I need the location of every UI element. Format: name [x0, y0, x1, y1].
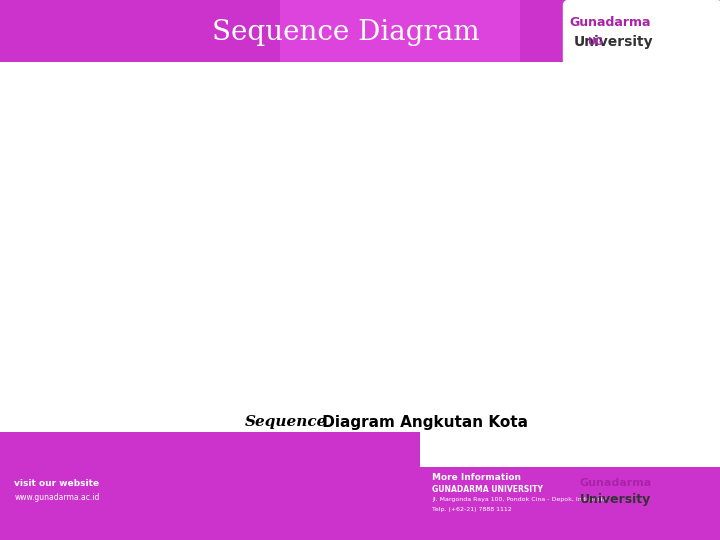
- Text: GUNADARMA UNIVERSITY: GUNADARMA UNIVERSITY: [432, 485, 543, 495]
- FancyBboxPatch shape: [315, 180, 325, 285]
- Text: 1 : Buka Aplikasi(): 1 : Buka Aplikasi(): [67, 140, 143, 149]
- Text: visit our website: visit our website: [14, 478, 99, 488]
- Text: 2 : Masuk(): 2 : Masuk(): [164, 156, 211, 165]
- FancyBboxPatch shape: [127, 82, 183, 104]
- Text: Gunadarma: Gunadarma: [570, 16, 651, 29]
- Text: :Trayek: :Trayek: [540, 89, 570, 98]
- Text: More Information: More Information: [432, 474, 521, 483]
- Text: 9 : Kembai Ke Menu(): 9 : Kembai Ke Menu(): [390, 293, 480, 302]
- Text: 7 : Kembali(): 7 : Kembali(): [361, 236, 414, 245]
- Text: Sequence: Sequence: [245, 415, 327, 429]
- FancyBboxPatch shape: [215, 165, 225, 320]
- Text: University: University: [574, 35, 654, 49]
- Text: 5 : Pilih Trayek(): 5 : Pilih Trayek(): [472, 200, 539, 209]
- Text: 6 : Kembali(): 6 : Kembali(): [478, 216, 532, 225]
- Text: :Menu: :Menu: [207, 89, 233, 98]
- FancyBboxPatch shape: [646, 270, 654, 310]
- Text: UG: UG: [587, 37, 603, 47]
- Text: :Cari Trayek Angkutan Kota: :Cari Trayek Angkutan Kota: [593, 89, 707, 98]
- FancyBboxPatch shape: [527, 82, 582, 104]
- Text: www.gunadarma.ac.id: www.gunadarma.ac.id: [14, 492, 100, 502]
- Text: 8 : Input Nama Daerah(): 8 : Input Nama Daerah(): [433, 258, 536, 267]
- Text: Diagram Angkutan Kota: Diagram Angkutan Kota: [317, 415, 528, 429]
- Text: 10 : Keluar(): 10 : Keluar(): [161, 318, 213, 327]
- Text: Jl. Margonda Raya 100, Pondok Cina - Depok, Indonesia: Jl. Margonda Raya 100, Pondok Cina - Dep…: [432, 497, 606, 503]
- FancyBboxPatch shape: [551, 208, 559, 230]
- FancyBboxPatch shape: [451, 195, 459, 255]
- FancyBboxPatch shape: [269, 82, 371, 104]
- Text: : User: : User: [41, 128, 69, 138]
- Text: Gunadarma: Gunadarma: [580, 478, 652, 488]
- Text: Telp. (+62-21) 7888 1112: Telp. (+62-21) 7888 1112: [432, 508, 512, 512]
- FancyBboxPatch shape: [560, 82, 720, 104]
- Text: 1 : Pilih Jenis Angkutan Kota(): 1 : Pilih Jenis Angkutan Kota(): [325, 186, 449, 195]
- Text: :Jenis Angkutan Kota: :Jenis Angkutan Kota: [412, 89, 498, 98]
- FancyBboxPatch shape: [192, 82, 248, 104]
- Circle shape: [46, 76, 64, 94]
- Text: :Launch: :Launch: [138, 89, 171, 98]
- Text: University: University: [580, 494, 651, 507]
- Text: 3 : Pilih Menu(): 3 : Pilih Menu(): [238, 171, 302, 180]
- FancyBboxPatch shape: [150, 148, 160, 340]
- FancyBboxPatch shape: [385, 82, 525, 104]
- Text: Sequence Diagram: Sequence Diagram: [212, 18, 480, 45]
- Text: :Angkutan Kota: :Angkutan Kota: [288, 89, 352, 98]
